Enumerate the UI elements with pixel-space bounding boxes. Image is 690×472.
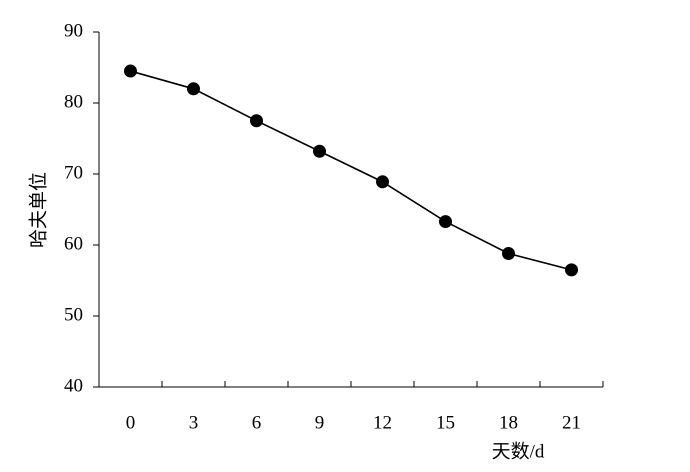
x-tick-label: 12: [373, 412, 392, 433]
line: [130, 70, 572, 271]
marker: [376, 175, 389, 189]
y-tick-label: 50: [64, 304, 83, 325]
x-tick-label: 6: [252, 412, 262, 433]
y-axis-label: 哈夫单位: [27, 172, 49, 248]
marker: [565, 263, 578, 277]
y-tick-label: 80: [64, 91, 83, 112]
marker: [124, 64, 137, 78]
y-tick-label: 70: [64, 162, 83, 183]
x-tick-label: 18: [499, 412, 518, 433]
marker: [250, 114, 263, 128]
marker: [439, 215, 452, 229]
x-axis-label: 天数/d: [492, 440, 545, 462]
x-tick-label: 0: [126, 412, 136, 433]
x-tick-label: 15: [436, 412, 455, 433]
x-tick-label: 21: [562, 412, 581, 433]
y-tick-label: 40: [64, 375, 83, 396]
x-tick-label: 9: [315, 412, 325, 433]
x-tick-label: 3: [189, 412, 199, 433]
marker: [313, 144, 326, 158]
marker: [187, 82, 200, 96]
y-tick-label: 90: [64, 20, 83, 41]
marker: [502, 247, 515, 261]
y-tick-label: 60: [64, 233, 83, 254]
